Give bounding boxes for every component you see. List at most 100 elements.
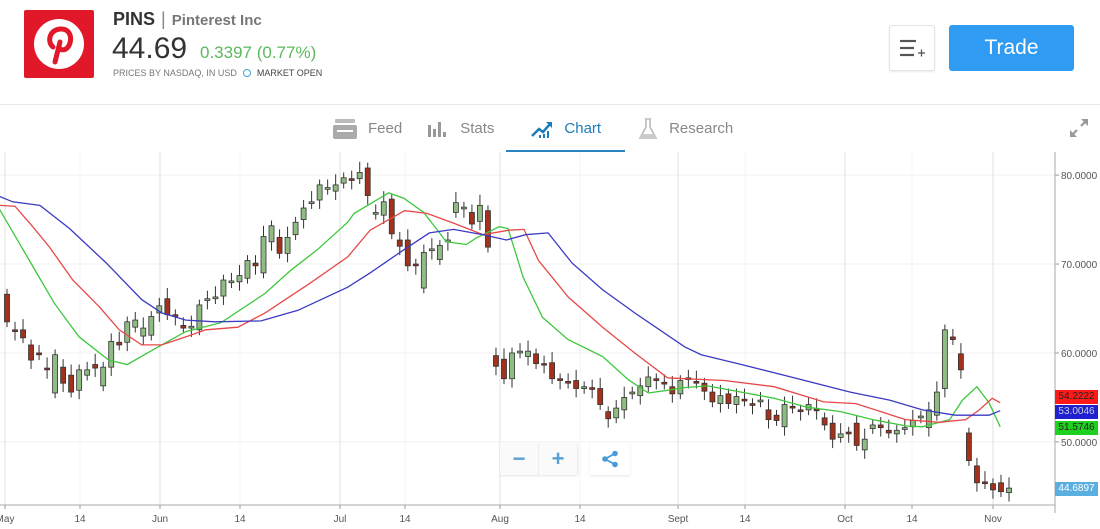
candle-up (284, 236, 291, 254)
candle-down (549, 362, 555, 380)
x-tick-label: 14 (234, 514, 246, 525)
candle-down (605, 411, 612, 420)
zoom-controls: − + (500, 443, 578, 475)
candle-up (268, 225, 275, 243)
price-source: PRICES BY NASDAQ, IN USD (113, 68, 237, 78)
candle-down (789, 405, 796, 409)
candle-down (28, 344, 34, 361)
candle-down (364, 167, 371, 196)
share-button[interactable] (590, 443, 630, 475)
stock-title: PINS | Pinterest Inc (113, 9, 262, 30)
candle-down (276, 236, 283, 254)
y-tick-label: 50.0000 (1061, 438, 1098, 449)
candle-up (292, 221, 299, 236)
candle-up (861, 438, 868, 451)
tab-label: Chart (564, 120, 602, 137)
candle-down (533, 353, 539, 365)
flask-icon (638, 117, 658, 139)
candle-down (589, 387, 596, 390)
candle-down (741, 398, 748, 402)
candle-down (597, 388, 604, 405)
candle-up (517, 350, 523, 354)
candle-down (252, 262, 259, 267)
trend-chart-icon (531, 121, 553, 138)
candle-up (901, 427, 908, 430)
candle-down (998, 482, 1004, 493)
candle-down (180, 324, 187, 329)
tab-label: Stats (460, 120, 495, 137)
candle-up (308, 201, 315, 204)
candle-up (629, 391, 636, 395)
candle-up (941, 329, 948, 389)
candle-down (36, 352, 42, 356)
candle-down (845, 431, 852, 435)
moving-average-line (0, 195, 1001, 416)
expand-icon (1070, 119, 1088, 137)
candle-up (581, 386, 588, 389)
price-label: 53.0046 (1055, 404, 1098, 419)
candle-up (933, 391, 940, 416)
trade-button[interactable]: Trade (949, 25, 1074, 71)
candle-up (260, 236, 267, 274)
candle-up (332, 184, 339, 192)
price-chart[interactable]: 80.0000 70.0000 60.0000 50.0000 May 14 Jun 14 Ju… (0, 152, 1100, 529)
market-status: MARKET OPEN (256, 68, 323, 78)
tab-chart[interactable]: Chart (506, 105, 625, 152)
tab-stats[interactable]: Stats (414, 105, 506, 152)
candle-up (100, 366, 107, 387)
x-tick-label: Oct (837, 514, 853, 525)
candle-down (949, 336, 956, 341)
candle-down (958, 353, 964, 371)
candle-down (653, 378, 660, 381)
clock-icon (242, 69, 251, 77)
bar-chart-icon (428, 121, 447, 137)
candle-up (220, 279, 227, 297)
y-tick-label: 70.0000 (1061, 260, 1098, 271)
x-tick-label: Jul (334, 514, 347, 525)
candle-down (501, 358, 507, 380)
candle-up (925, 409, 932, 429)
candle-up (869, 424, 876, 429)
zoom-in-button[interactable]: + (539, 443, 578, 475)
add-to-watchlist-button[interactable] (889, 25, 935, 71)
candle-down (469, 212, 475, 225)
title-separator: | (161, 9, 166, 29)
candle-down (116, 341, 123, 346)
candle-down (92, 364, 99, 369)
candle-up (380, 201, 387, 216)
candle-down (966, 432, 972, 461)
price-label: 54.2222 (1055, 389, 1098, 404)
tab-research[interactable]: Research (625, 105, 745, 152)
candle-up (324, 187, 331, 190)
candle-up (757, 399, 764, 403)
zoom-out-button[interactable]: − (500, 443, 539, 475)
candle-up (124, 321, 131, 343)
price-source-info: PRICES BY NASDAQ, IN USD MARKET OPEN (113, 68, 322, 78)
candle-up (76, 369, 83, 391)
price-label: 44.6897 (1055, 482, 1098, 497)
x-tick-label: 14 (74, 514, 86, 525)
candle-up (300, 207, 307, 220)
candle-up (781, 404, 788, 428)
expand-chart-button[interactable] (1068, 117, 1090, 139)
candle-up (637, 385, 644, 397)
tab-feed[interactable]: Feed (320, 105, 414, 152)
candle-down (573, 380, 580, 389)
candle-up (356, 172, 363, 180)
candle-up (917, 415, 924, 419)
candle-down (982, 481, 988, 485)
candle-down (557, 378, 564, 381)
candle-down (661, 381, 668, 385)
pinterest-logo (24, 10, 94, 78)
candle-down (877, 424, 884, 429)
candle-up (108, 340, 115, 368)
candle-down (701, 382, 708, 392)
x-tick-label: Nov (984, 514, 1002, 525)
candle-down (821, 417, 828, 426)
x-tick-label: 14 (739, 514, 751, 525)
moving-average-line (0, 204, 1001, 423)
candle-up (196, 304, 203, 331)
candle-up (316, 184, 323, 201)
header-divider (0, 104, 1100, 105)
candle-up (1006, 487, 1012, 493)
